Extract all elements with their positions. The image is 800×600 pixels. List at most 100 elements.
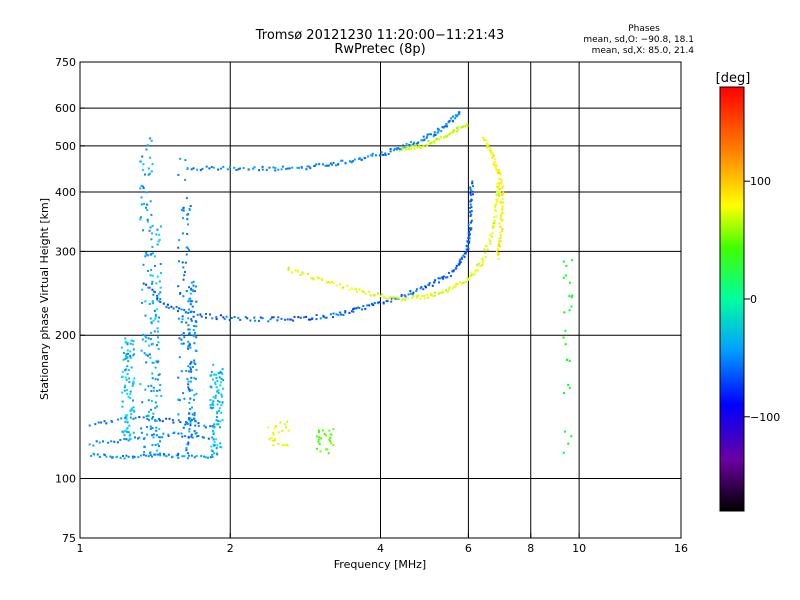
- data-point: [325, 281, 328, 284]
- data-point: [450, 117, 452, 120]
- data-point: [123, 457, 126, 460]
- data-point: [471, 182, 474, 185]
- data-point: [466, 277, 469, 280]
- data-point: [445, 135, 448, 138]
- data-point: [154, 378, 157, 381]
- data-point: [189, 292, 192, 295]
- data-point: [192, 329, 195, 331]
- data-point: [389, 150, 392, 153]
- data-point: [155, 233, 158, 236]
- data-point: [184, 271, 186, 273]
- data-point: [158, 445, 160, 448]
- data-point: [498, 188, 501, 191]
- data-point: [370, 154, 373, 157]
- data-point: [182, 206, 185, 209]
- data-point: [455, 267, 458, 269]
- data-point: [221, 373, 224, 375]
- data-point: [129, 433, 132, 436]
- data-point: [221, 395, 224, 398]
- data-point: [127, 431, 130, 434]
- data-point: [215, 386, 218, 389]
- data-point: [495, 164, 498, 167]
- data-point: [325, 316, 328, 319]
- data-point: [161, 420, 164, 423]
- data-point: [457, 126, 460, 129]
- data-point: [460, 126, 463, 129]
- data-point: [212, 400, 215, 403]
- data-point: [151, 282, 153, 285]
- data-point: [491, 232, 494, 235]
- data-point: [156, 389, 159, 392]
- data-point: [493, 158, 496, 161]
- data-point: [253, 166, 256, 169]
- data-point: [130, 413, 133, 416]
- data-point: [125, 414, 127, 417]
- data-point: [467, 232, 470, 235]
- data-point: [392, 295, 395, 298]
- data-point: [222, 316, 225, 319]
- data-point: [494, 203, 497, 206]
- data-point: [203, 455, 206, 458]
- data-point: [337, 163, 340, 166]
- data-point: [152, 361, 155, 364]
- data-point: [193, 394, 196, 397]
- data-point: [284, 423, 287, 426]
- data-point: [357, 306, 360, 309]
- data-point: [489, 147, 492, 150]
- data-point: [383, 296, 385, 299]
- data-point: [498, 237, 501, 240]
- data-point: [442, 277, 445, 280]
- data-point: [157, 293, 160, 296]
- data-point: [150, 170, 153, 173]
- data-point: [331, 163, 334, 166]
- data-point: [315, 447, 318, 450]
- data-point: [150, 322, 153, 325]
- y-axis-label: Stationary phase Virtual Height [km]: [38, 198, 51, 400]
- data-point: [441, 276, 444, 279]
- data-point: [318, 436, 321, 439]
- data-point: [437, 130, 440, 133]
- data-point: [220, 371, 223, 374]
- data-point: [195, 321, 198, 323]
- data-point: [566, 358, 569, 361]
- data-point: [210, 370, 213, 373]
- data-point: [389, 148, 392, 150]
- data-point: [155, 426, 158, 429]
- data-point: [328, 429, 331, 432]
- data-point: [291, 166, 294, 169]
- data-point: [189, 408, 192, 410]
- data-point: [107, 441, 110, 444]
- data-point: [470, 221, 473, 224]
- data-point: [219, 420, 222, 423]
- data-point: [151, 361, 154, 364]
- data-point: [180, 308, 183, 311]
- data-point: [378, 154, 381, 157]
- data-point: [154, 255, 156, 258]
- data-point: [479, 265, 482, 267]
- data-point: [384, 154, 387, 156]
- data-point: [495, 215, 498, 218]
- data-point: [157, 300, 160, 303]
- data-point: [138, 416, 141, 419]
- data-point: [215, 416, 218, 418]
- data-point: [489, 150, 492, 153]
- data-point: [124, 430, 126, 433]
- data-point: [299, 316, 302, 319]
- data-point: [378, 301, 381, 303]
- data-point: [568, 386, 571, 389]
- data-point: [413, 147, 416, 150]
- data-point: [500, 181, 503, 184]
- data-point: [330, 281, 333, 283]
- data-point: [120, 346, 123, 349]
- data-point: [125, 353, 128, 356]
- data-point: [499, 173, 502, 176]
- data-point: [220, 377, 223, 380]
- data-point: [148, 286, 151, 289]
- data-point: [369, 294, 372, 297]
- data-point: [442, 275, 445, 278]
- data-point: [213, 373, 216, 376]
- data-point: [496, 198, 499, 201]
- data-point: [156, 294, 159, 297]
- data-point: [190, 433, 193, 436]
- data-point: [192, 315, 195, 318]
